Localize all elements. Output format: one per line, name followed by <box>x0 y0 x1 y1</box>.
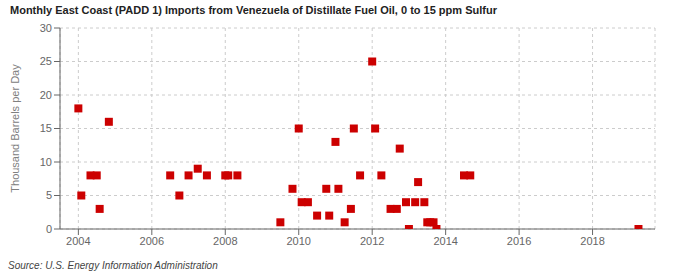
svg-text:15: 15 <box>40 122 52 134</box>
svg-text:10: 10 <box>40 156 52 168</box>
svg-text:2004: 2004 <box>66 235 90 247</box>
svg-text:2010: 2010 <box>286 235 310 247</box>
svg-text:5: 5 <box>46 189 52 201</box>
html-text:Source: U.S. Energy Informatio: Source: U.S. Energy Information Administ… <box>8 260 218 271</box>
svg-text:20: 20 <box>40 89 52 101</box>
svg-text:2018: 2018 <box>580 235 604 247</box>
svg-text:2012: 2012 <box>360 235 384 247</box>
svg-text:0: 0 <box>46 223 52 235</box>
html-text:Monthly East Coast (PADD 1) Im: Monthly East Coast (PADD 1) Imports from… <box>10 4 497 16</box>
svg-text:2008: 2008 <box>213 235 237 247</box>
svg-text:2006: 2006 <box>140 235 164 247</box>
svg-text:2014: 2014 <box>433 235 457 247</box>
svg-text:2016: 2016 <box>507 235 531 247</box>
svg-text:Thousand Barrels per Day: Thousand Barrels per Day <box>9 64 21 193</box>
svg-text:25: 25 <box>40 55 52 67</box>
svg-text:30: 30 <box>40 22 52 34</box>
